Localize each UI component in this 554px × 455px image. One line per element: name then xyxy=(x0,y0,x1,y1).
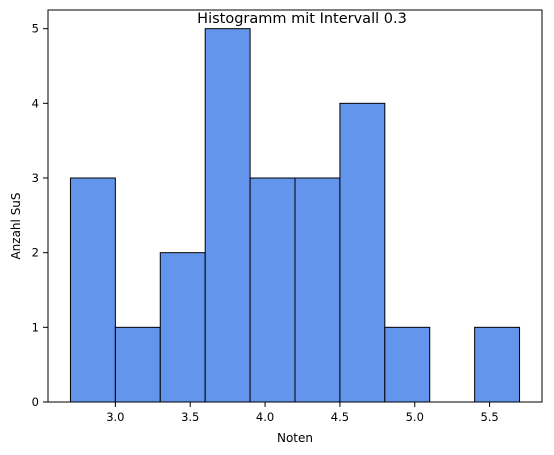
y-axis-ticks: 0 1 2 3 4 5 xyxy=(32,22,48,409)
x-tick-label: 5.0 xyxy=(406,410,424,424)
x-tick-label: 4.5 xyxy=(331,410,349,424)
x-axis-label: Noten xyxy=(277,431,313,445)
histogram-bar xyxy=(204,28,251,403)
histogram-bar xyxy=(384,326,431,403)
y-axis-label: Anzahl SuS xyxy=(9,192,23,259)
x-tick-label: 3.5 xyxy=(181,410,199,424)
x-tick-label: 4.0 xyxy=(256,410,274,424)
y-tick-label: 1 xyxy=(32,320,39,334)
x-axis-ticks: 3.0 3.5 4.0 4.5 5.0 5.5 xyxy=(106,402,499,424)
x-tick-label: 3.0 xyxy=(106,410,124,424)
y-tick-label: 5 xyxy=(32,22,39,36)
y-tick-label: 0 xyxy=(32,395,39,409)
x-tick-label: 5.5 xyxy=(480,410,498,424)
histogram-bar xyxy=(69,177,116,403)
histogram-bar xyxy=(159,252,206,403)
histogram-bar xyxy=(114,326,161,403)
y-tick-label: 2 xyxy=(32,246,39,260)
histogram-bar xyxy=(249,177,296,403)
y-tick-label: 4 xyxy=(32,96,39,110)
y-tick-label: 3 xyxy=(32,171,39,185)
histogram-bar xyxy=(339,102,386,403)
histogram-bar xyxy=(294,177,341,403)
chart-title: Histogramm mit Intervall 0.3 xyxy=(197,11,407,27)
bars-group xyxy=(69,28,521,403)
plot-frame xyxy=(47,9,543,403)
histogram-bar xyxy=(474,326,521,403)
